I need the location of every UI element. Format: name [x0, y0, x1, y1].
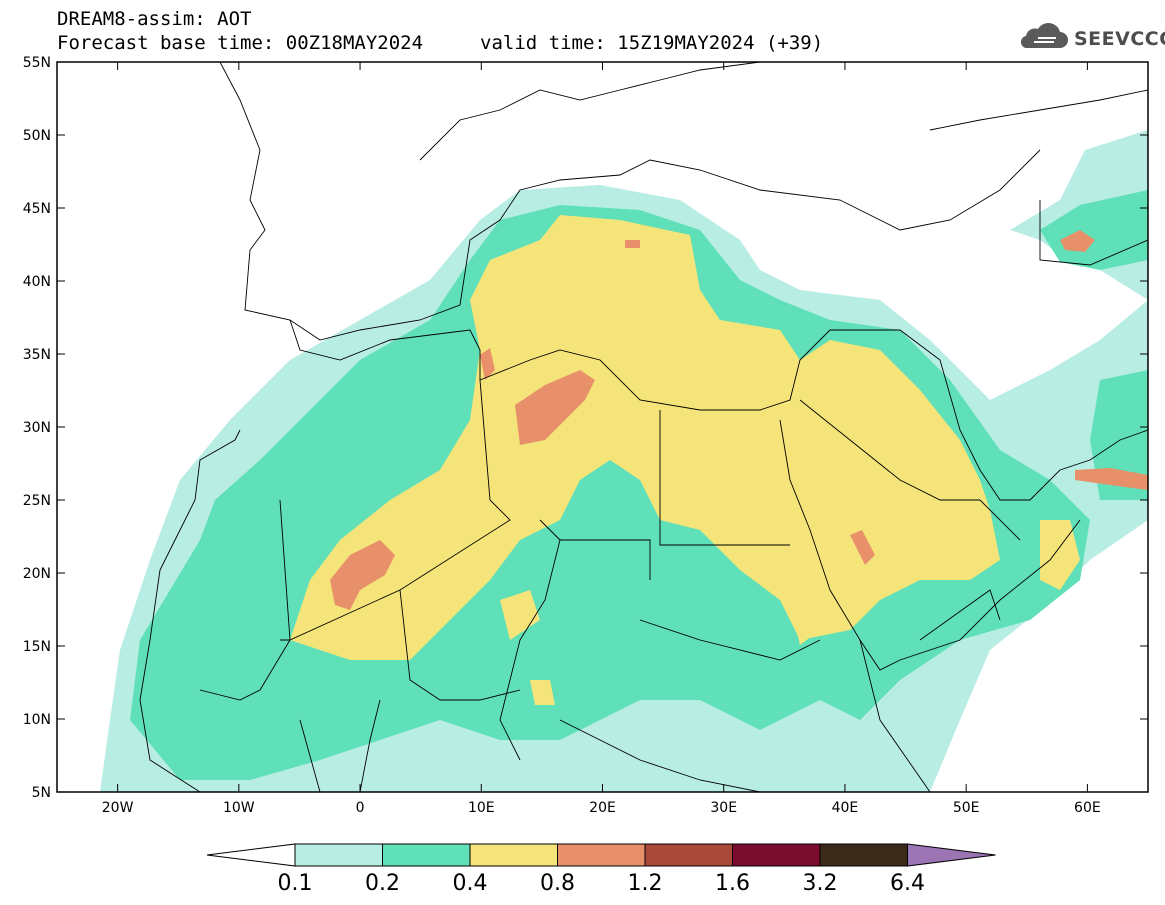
colorbar-box: [644, 843, 733, 867]
lon-tick-label: 60E: [1074, 800, 1101, 816]
seevccc-logo: SEEVCCC: [1018, 22, 1165, 58]
lat-tick-label: 30N: [23, 420, 51, 436]
latitude-axis: 55N 50N 45N 40N 35N 30N 25N 20N 15N 10N 5N: [23, 55, 1148, 801]
longitude-axis: 20W 10W 0 10E 20E 30E 40E 50E 60E: [102, 62, 1101, 816]
logo-text: SEEVCCC: [1074, 28, 1165, 50]
lat-tick-label: 55N: [23, 55, 51, 71]
colorbar-label: 0.8: [540, 871, 575, 892]
colorbar-box: [294, 843, 383, 867]
lat-tick-label: 10N: [23, 712, 51, 728]
colorbar-box: [732, 843, 821, 867]
colorbar-label: 0.2: [365, 871, 400, 892]
lon-tick-label: 30E: [710, 800, 737, 816]
colorbar-label: 6.4: [890, 871, 925, 892]
colorbar-arrow-low: [206, 843, 296, 867]
forecast-base-time: Forecast base time: 00Z18MAY2024: [57, 32, 424, 54]
colorbar-label: 1.6: [715, 871, 750, 892]
lat-tick-label: 50N: [23, 128, 51, 144]
lon-tick-label: 40E: [832, 800, 859, 816]
aot-level-0.4: [290, 215, 1080, 705]
lon-tick-label: 20E: [589, 800, 616, 816]
lat-tick-label: 40N: [23, 274, 51, 290]
colorbar-box: [382, 843, 471, 867]
colorbar-label: 0.1: [278, 871, 313, 892]
aot-field: [100, 130, 1148, 792]
lon-tick-label: 10W: [223, 800, 255, 816]
cloud-icon: [1020, 23, 1068, 49]
lat-tick-label: 25N: [23, 493, 51, 509]
lat-tick-label: 15N: [23, 639, 51, 655]
aot-level-0.8: [330, 230, 1148, 610]
valid-time: valid time: 15Z19MAY2024 (+39): [480, 32, 824, 54]
colorbar-box: [557, 843, 646, 867]
lon-tick-label: 20W: [102, 800, 134, 816]
lon-tick-label: 10E: [468, 800, 495, 816]
colorbar-box: [819, 843, 908, 867]
lon-tick-label: 50E: [953, 800, 980, 816]
lat-tick-label: 45N: [23, 201, 51, 217]
colorbar-label: 0.4: [453, 871, 488, 892]
colorbar-labels: 0.1 0.2 0.4 0.8 1.2 1.6 3.2 6.4: [278, 871, 926, 892]
lat-tick-label: 5N: [32, 785, 51, 801]
lat-tick-label: 35N: [23, 347, 51, 363]
colorbar-label: 1.2: [628, 871, 663, 892]
colorbar-label: 3.2: [803, 871, 838, 892]
colorbar-arrow-high: [907, 843, 996, 867]
colorbar-box: [469, 843, 558, 867]
colorbar-boxes: [206, 843, 996, 867]
lat-tick-label: 20N: [23, 566, 51, 582]
country-borders: [139, 62, 1148, 792]
colorbar: 0.1 0.2 0.4 0.8 1.2 1.6 3.2 6.4: [206, 843, 996, 892]
map-title: DREAM8-assim: AOT: [57, 8, 252, 30]
lon-tick-label: 0: [356, 800, 365, 816]
